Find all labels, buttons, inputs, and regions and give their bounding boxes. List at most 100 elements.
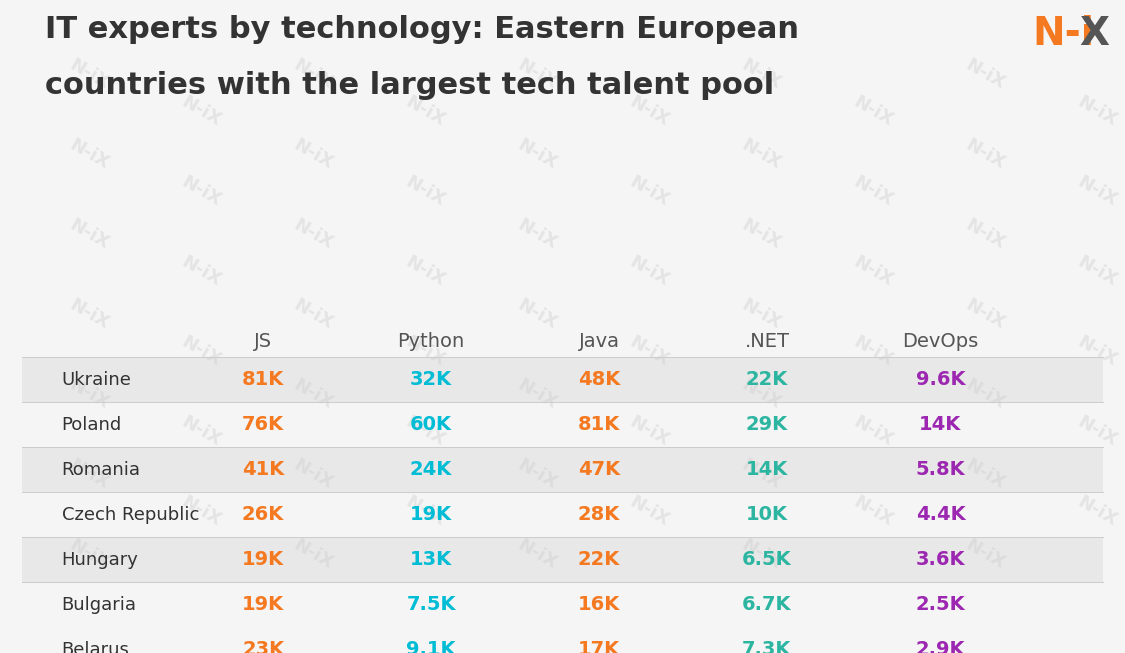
Text: N-iX: N-iX xyxy=(738,456,784,493)
Text: 6.5K: 6.5K xyxy=(742,550,792,569)
Text: N-iX: N-iX xyxy=(738,296,784,332)
Text: Python: Python xyxy=(397,332,465,351)
Text: N-iX: N-iX xyxy=(738,56,784,92)
Text: N-iX: N-iX xyxy=(403,253,449,289)
Bar xyxy=(22,447,1102,492)
Text: Czech Republic: Czech Republic xyxy=(62,506,199,524)
Text: N-iX: N-iX xyxy=(627,93,673,129)
Text: N-iX: N-iX xyxy=(403,413,449,450)
Text: N-iX: N-iX xyxy=(403,172,449,210)
Text: 32K: 32K xyxy=(410,370,452,389)
Text: 17K: 17K xyxy=(578,640,620,653)
Text: 60K: 60K xyxy=(410,415,452,434)
Text: N-iX: N-iX xyxy=(1074,172,1120,210)
Text: N-iX: N-iX xyxy=(1074,253,1120,289)
Text: N-iX: N-iX xyxy=(738,376,784,413)
Text: 14K: 14K xyxy=(746,460,787,479)
Text: N-iX: N-iX xyxy=(962,376,1008,413)
Text: N-iX: N-iX xyxy=(850,413,897,450)
Text: 9.6K: 9.6K xyxy=(916,370,965,389)
Text: N-iX: N-iX xyxy=(290,376,336,413)
Text: 19K: 19K xyxy=(410,505,452,524)
Text: N-iX: N-iX xyxy=(1074,493,1120,530)
Text: N-iX: N-iX xyxy=(290,536,336,573)
Bar xyxy=(22,357,1102,402)
Text: N-iX: N-iX xyxy=(738,536,784,573)
Text: 9.1K: 9.1K xyxy=(406,640,456,653)
Text: N-iX: N-iX xyxy=(514,536,560,573)
Text: N-iX: N-iX xyxy=(850,333,897,370)
Text: N-iX: N-iX xyxy=(627,253,673,289)
Text: Bulgaria: Bulgaria xyxy=(62,596,136,614)
Text: 29K: 29K xyxy=(746,415,787,434)
Text: N-iX: N-iX xyxy=(179,493,224,530)
Text: N-iX: N-iX xyxy=(66,136,112,172)
Text: Java: Java xyxy=(578,332,620,351)
Text: DevOps: DevOps xyxy=(902,332,979,351)
Text: 23K: 23K xyxy=(242,640,285,653)
Text: 19K: 19K xyxy=(242,550,285,569)
Text: N-iX: N-iX xyxy=(403,333,449,370)
Text: 24K: 24K xyxy=(410,460,452,479)
Text: N-iX: N-iX xyxy=(66,296,112,332)
Bar xyxy=(22,582,1102,627)
Text: 13K: 13K xyxy=(410,550,452,569)
Text: 22K: 22K xyxy=(578,550,620,569)
Text: N-iX: N-iX xyxy=(850,172,897,210)
Text: 22K: 22K xyxy=(746,370,787,389)
Text: 16K: 16K xyxy=(578,595,620,614)
Text: 6.7K: 6.7K xyxy=(742,595,792,614)
Text: N-iX: N-iX xyxy=(66,376,112,413)
Text: N-iX: N-iX xyxy=(850,493,897,530)
Text: N-iX: N-iX xyxy=(179,253,224,289)
Text: Belarus: Belarus xyxy=(62,641,129,653)
Text: 3.6K: 3.6K xyxy=(916,550,965,569)
Text: N-iX: N-iX xyxy=(627,413,673,450)
Bar xyxy=(22,627,1102,653)
Text: N-iX: N-iX xyxy=(403,93,449,129)
Text: N-iX: N-iX xyxy=(66,456,112,493)
Text: N-iX: N-iX xyxy=(514,296,560,332)
Bar xyxy=(22,402,1102,447)
Text: N-iX: N-iX xyxy=(290,296,336,332)
Text: N-iX: N-iX xyxy=(514,56,560,92)
Text: Hungary: Hungary xyxy=(62,550,138,569)
Bar xyxy=(22,492,1102,537)
Text: Ukraine: Ukraine xyxy=(62,371,132,389)
Text: N-iX: N-iX xyxy=(962,456,1008,493)
Text: 81K: 81K xyxy=(242,370,285,389)
Text: N-iX: N-iX xyxy=(514,136,560,172)
Text: N-iX: N-iX xyxy=(1074,413,1120,450)
Text: N-iX: N-iX xyxy=(179,413,224,450)
Text: 48K: 48K xyxy=(578,370,620,389)
Text: N-iX: N-iX xyxy=(1074,93,1120,129)
Text: N-iX: N-iX xyxy=(1074,333,1120,370)
Text: 2.5K: 2.5K xyxy=(916,595,965,614)
Text: Romania: Romania xyxy=(62,461,141,479)
Text: N-iX: N-iX xyxy=(627,493,673,530)
Text: 14K: 14K xyxy=(919,415,962,434)
Text: N-iX: N-iX xyxy=(962,56,1008,92)
Text: Poland: Poland xyxy=(62,416,122,434)
Text: N-iX: N-iX xyxy=(738,136,784,172)
Text: 5.8K: 5.8K xyxy=(916,460,965,479)
Text: 76K: 76K xyxy=(242,415,285,434)
Text: IT experts by technology: Eastern European: IT experts by technology: Eastern Europe… xyxy=(45,16,799,44)
Text: JS: JS xyxy=(254,332,272,351)
Text: N-iX: N-iX xyxy=(738,215,784,253)
Text: N-iX: N-iX xyxy=(66,536,112,573)
Text: N-iX: N-iX xyxy=(514,456,560,493)
Text: N-iX: N-iX xyxy=(627,172,673,210)
Text: N-iX: N-iX xyxy=(179,172,224,210)
Text: N-iX: N-iX xyxy=(850,253,897,289)
Text: N-iX: N-iX xyxy=(290,136,336,172)
Text: 26K: 26K xyxy=(242,505,285,524)
Text: N-iX: N-iX xyxy=(290,215,336,253)
Text: 81K: 81K xyxy=(578,415,620,434)
Text: N-iX: N-iX xyxy=(627,333,673,370)
Text: N-iX: N-iX xyxy=(962,536,1008,573)
Text: N-iX: N-iX xyxy=(290,56,336,92)
Text: N-iX: N-iX xyxy=(514,215,560,253)
Text: 47K: 47K xyxy=(578,460,620,479)
Text: 28K: 28K xyxy=(578,505,620,524)
